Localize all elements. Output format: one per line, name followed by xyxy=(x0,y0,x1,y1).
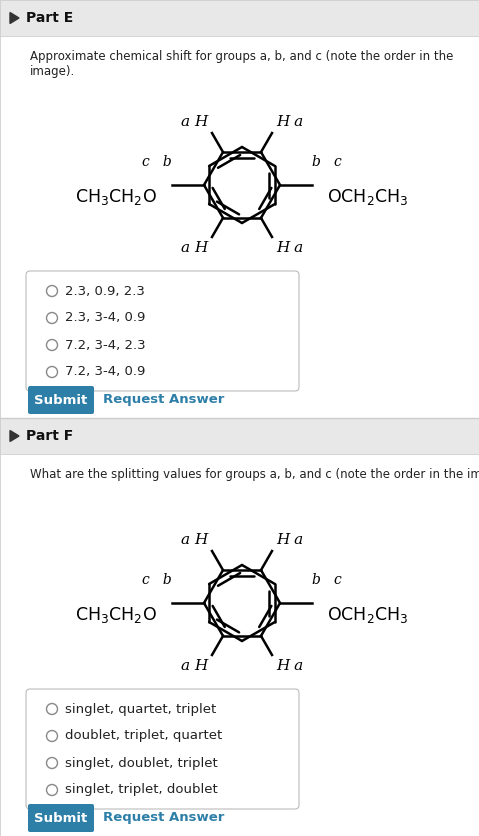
Circle shape xyxy=(46,366,57,378)
Text: OCH$_2$CH$_3$: OCH$_2$CH$_3$ xyxy=(327,605,409,625)
Text: doublet, triplet, quartet: doublet, triplet, quartet xyxy=(65,730,222,742)
Text: Request Answer: Request Answer xyxy=(103,394,224,406)
Circle shape xyxy=(46,704,57,715)
Polygon shape xyxy=(10,431,19,441)
Text: singlet, quartet, triplet: singlet, quartet, triplet xyxy=(65,702,216,716)
Text: singlet, triplet, doublet: singlet, triplet, doublet xyxy=(65,783,218,797)
Text: H a: H a xyxy=(276,115,303,129)
Text: Part E: Part E xyxy=(26,11,73,25)
FancyBboxPatch shape xyxy=(0,0,479,418)
FancyBboxPatch shape xyxy=(26,689,299,809)
Text: Part F: Part F xyxy=(26,429,73,443)
Text: c   b: c b xyxy=(142,155,172,169)
Circle shape xyxy=(46,313,57,324)
Text: H a: H a xyxy=(276,533,303,547)
Text: Submit: Submit xyxy=(34,812,88,824)
Circle shape xyxy=(46,757,57,768)
FancyBboxPatch shape xyxy=(28,804,94,832)
Text: 7.2, 3-4, 2.3: 7.2, 3-4, 2.3 xyxy=(65,339,146,351)
Text: a H: a H xyxy=(181,659,208,673)
Circle shape xyxy=(46,286,57,297)
FancyBboxPatch shape xyxy=(26,271,299,391)
Circle shape xyxy=(46,784,57,796)
FancyBboxPatch shape xyxy=(0,0,479,36)
Circle shape xyxy=(46,731,57,742)
FancyBboxPatch shape xyxy=(92,535,392,676)
Text: 7.2, 3-4, 0.9: 7.2, 3-4, 0.9 xyxy=(65,365,145,379)
Text: What are the splitting values for groups a, b, and c (note the order in the imag: What are the splitting values for groups… xyxy=(30,468,479,481)
Text: 2.3, 3-4, 0.9: 2.3, 3-4, 0.9 xyxy=(65,312,145,324)
FancyBboxPatch shape xyxy=(92,117,392,258)
Text: a H: a H xyxy=(181,241,208,255)
Text: Request Answer: Request Answer xyxy=(103,812,224,824)
Text: CH$_3$CH$_2$O: CH$_3$CH$_2$O xyxy=(75,187,157,207)
Text: b   c: b c xyxy=(312,155,342,169)
Text: a H: a H xyxy=(181,533,208,547)
Text: singlet, doublet, triplet: singlet, doublet, triplet xyxy=(65,757,218,769)
Text: b   c: b c xyxy=(312,573,342,587)
FancyBboxPatch shape xyxy=(0,418,479,454)
Text: Approximate chemical shift for groups a, b, and c (note the order in the image).: Approximate chemical shift for groups a,… xyxy=(30,50,454,78)
Polygon shape xyxy=(10,13,19,23)
Text: 2.3, 0.9, 2.3: 2.3, 0.9, 2.3 xyxy=(65,284,145,298)
Text: a H: a H xyxy=(181,115,208,129)
FancyBboxPatch shape xyxy=(0,418,479,836)
Text: c   b: c b xyxy=(142,573,172,587)
Text: H a: H a xyxy=(276,241,303,255)
Text: OCH$_2$CH$_3$: OCH$_2$CH$_3$ xyxy=(327,187,409,207)
Text: CH$_3$CH$_2$O: CH$_3$CH$_2$O xyxy=(75,605,157,625)
FancyBboxPatch shape xyxy=(0,36,479,418)
Text: H a: H a xyxy=(276,659,303,673)
Text: Submit: Submit xyxy=(34,394,88,406)
FancyBboxPatch shape xyxy=(0,454,479,836)
FancyBboxPatch shape xyxy=(28,386,94,414)
Circle shape xyxy=(46,339,57,350)
